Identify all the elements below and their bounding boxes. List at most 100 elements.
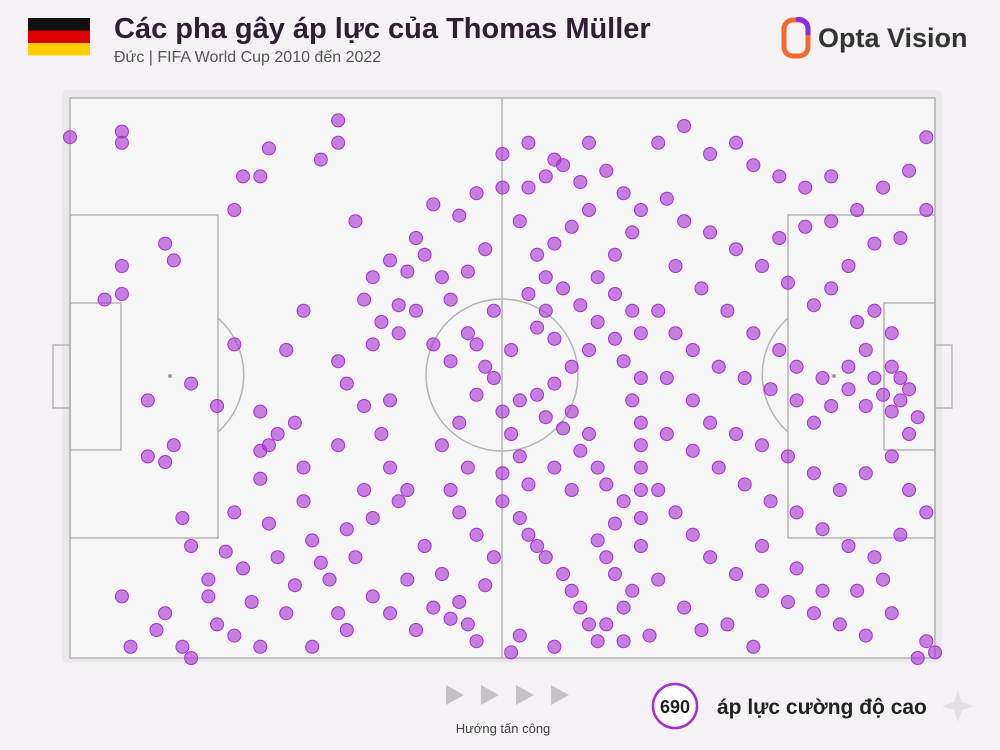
- point: [607, 287, 622, 301]
- point: [383, 606, 398, 621]
- point: [677, 600, 692, 615]
- point: [893, 371, 908, 385]
- point: [227, 203, 242, 217]
- point: [469, 634, 484, 649]
- point: [806, 466, 821, 481]
- flag-stripe: [28, 18, 90, 31]
- point: [201, 589, 216, 604]
- point: [616, 494, 631, 509]
- point: [287, 415, 302, 430]
- point: [460, 617, 475, 632]
- point: [746, 639, 761, 654]
- sparkle: [942, 690, 974, 722]
- point: [607, 567, 622, 581]
- point: [841, 259, 856, 273]
- point: [63, 130, 77, 145]
- point: [858, 628, 873, 643]
- point: [876, 572, 891, 587]
- point: [832, 617, 847, 632]
- point: [582, 427, 596, 441]
- count-badge: [651, 682, 699, 730]
- point: [149, 623, 164, 637]
- point: [270, 550, 285, 565]
- point: [495, 494, 510, 509]
- point: [261, 516, 276, 531]
- point: [798, 180, 813, 195]
- point: [633, 511, 648, 525]
- point: [573, 600, 588, 615]
- point: [374, 427, 389, 441]
- point: [97, 292, 112, 307]
- point: [582, 343, 596, 357]
- point: [443, 611, 458, 626]
- point: [236, 561, 250, 576]
- flag-stripe: [28, 30, 90, 43]
- point: [391, 494, 406, 509]
- point: [556, 421, 571, 436]
- point: [599, 477, 614, 492]
- point: [409, 231, 423, 245]
- point: [547, 236, 562, 251]
- point: [824, 399, 839, 413]
- point: [564, 359, 579, 374]
- point: [599, 550, 614, 565]
- point: [210, 617, 225, 632]
- point: [625, 583, 640, 598]
- point: [339, 623, 354, 637]
- point: [547, 152, 562, 167]
- point: [114, 135, 129, 150]
- point: [867, 236, 882, 251]
- count: 690: [660, 697, 690, 717]
- point: [607, 247, 622, 262]
- point: [919, 130, 934, 145]
- chart-subtitle: Đức | FIFA World Cup 2010 đến 2022: [114, 49, 381, 66]
- point: [806, 298, 821, 313]
- point: [607, 331, 622, 346]
- point: [685, 343, 700, 357]
- point: [331, 354, 346, 369]
- point: [573, 298, 588, 313]
- point: [711, 359, 726, 374]
- point: [227, 337, 242, 352]
- point: [452, 505, 467, 520]
- point: [287, 578, 302, 593]
- point: [426, 197, 441, 212]
- point: [815, 522, 830, 537]
- legend-label: áp lực cường độ cao: [717, 696, 927, 719]
- point: [919, 634, 934, 649]
- point: [409, 303, 423, 318]
- point: [590, 270, 605, 285]
- point: [538, 169, 553, 184]
- point: [460, 326, 475, 341]
- point: [184, 376, 199, 391]
- point: [417, 539, 432, 553]
- point: [884, 326, 899, 341]
- point: [703, 550, 718, 565]
- point: [573, 175, 588, 189]
- point: [755, 539, 769, 553]
- point: [452, 415, 467, 430]
- point: [772, 231, 787, 245]
- point: [815, 583, 830, 598]
- point: [659, 427, 674, 441]
- point: [547, 639, 562, 654]
- point: [902, 163, 917, 178]
- point: [625, 393, 640, 408]
- point: [746, 158, 761, 173]
- point: [478, 578, 493, 593]
- point: [486, 303, 501, 318]
- point: [590, 634, 605, 649]
- point: [521, 477, 536, 492]
- point: [158, 236, 173, 251]
- point: [780, 449, 795, 464]
- point: [755, 583, 769, 598]
- point: [270, 427, 285, 441]
- point: [365, 337, 380, 352]
- point: [755, 259, 769, 273]
- point: [832, 483, 847, 497]
- point: [313, 152, 328, 167]
- point: [296, 303, 311, 318]
- point: [279, 343, 294, 357]
- point: [538, 303, 553, 318]
